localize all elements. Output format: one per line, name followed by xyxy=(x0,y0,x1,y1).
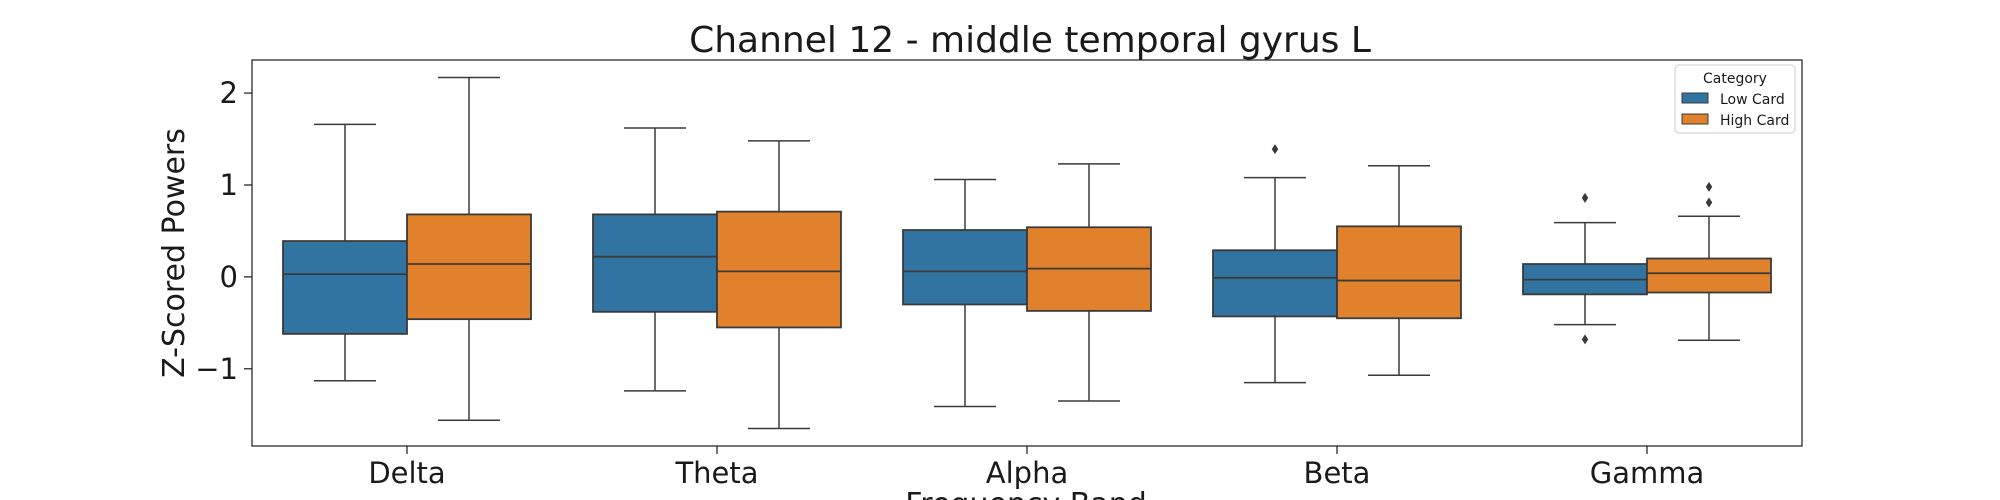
iqr-box xyxy=(716,210,842,329)
y-axis-label: Z-Scored Powers xyxy=(157,128,192,378)
x-tick-label: Alpha xyxy=(986,456,1068,490)
box-group xyxy=(902,178,1028,408)
x-tick-label: Delta xyxy=(368,456,445,490)
box-group xyxy=(1646,181,1772,342)
iqr-box xyxy=(902,229,1028,306)
chart-title: Channel 12 - middle temporal gyrus L xyxy=(689,20,1371,61)
y-tick-label: 2 xyxy=(220,76,238,110)
legend-swatch-low-card xyxy=(1681,92,1709,104)
legend-label-low-card: Low Card xyxy=(1720,92,1785,108)
iqr-box xyxy=(406,213,532,321)
box-group xyxy=(406,76,532,422)
y-tick-label: −1 xyxy=(195,352,238,386)
box-group xyxy=(1336,164,1462,376)
y-tick-label: 1 xyxy=(220,168,238,202)
x-axis-label: Frequency Band xyxy=(905,487,1147,500)
outlier-marker xyxy=(1581,334,1589,345)
legend-swatch-high-card xyxy=(1681,113,1709,125)
outlier-marker xyxy=(1705,181,1713,192)
x-tick-label: Gamma xyxy=(1590,456,1705,490)
box-group xyxy=(716,140,842,430)
legend-title: Category xyxy=(1703,71,1767,87)
box-group xyxy=(282,123,408,382)
iqr-box xyxy=(1212,249,1338,318)
x-tick-label: Beta xyxy=(1304,456,1371,490)
x-tick-label: Theta xyxy=(674,456,758,490)
y-tick-label: 0 xyxy=(220,260,238,294)
legend-label-high-card: High Card xyxy=(1720,113,1789,129)
iqr-box xyxy=(1336,225,1462,320)
iqr-box xyxy=(592,213,718,313)
box-group xyxy=(592,127,718,392)
y-axis: 2 1 0 −1 xyxy=(195,76,252,386)
outlier-marker xyxy=(1705,197,1713,208)
box-group xyxy=(1522,192,1648,345)
x-axis: Delta Theta Alpha Beta Gamma xyxy=(368,446,1704,490)
legend: Category Low Card High Card xyxy=(1674,64,1796,134)
box-series xyxy=(282,76,1772,430)
outlier-marker xyxy=(1271,144,1279,155)
iqr-box xyxy=(1646,257,1772,294)
iqr-box xyxy=(282,240,408,335)
outlier-marker xyxy=(1581,192,1589,203)
box-group xyxy=(1026,163,1152,402)
